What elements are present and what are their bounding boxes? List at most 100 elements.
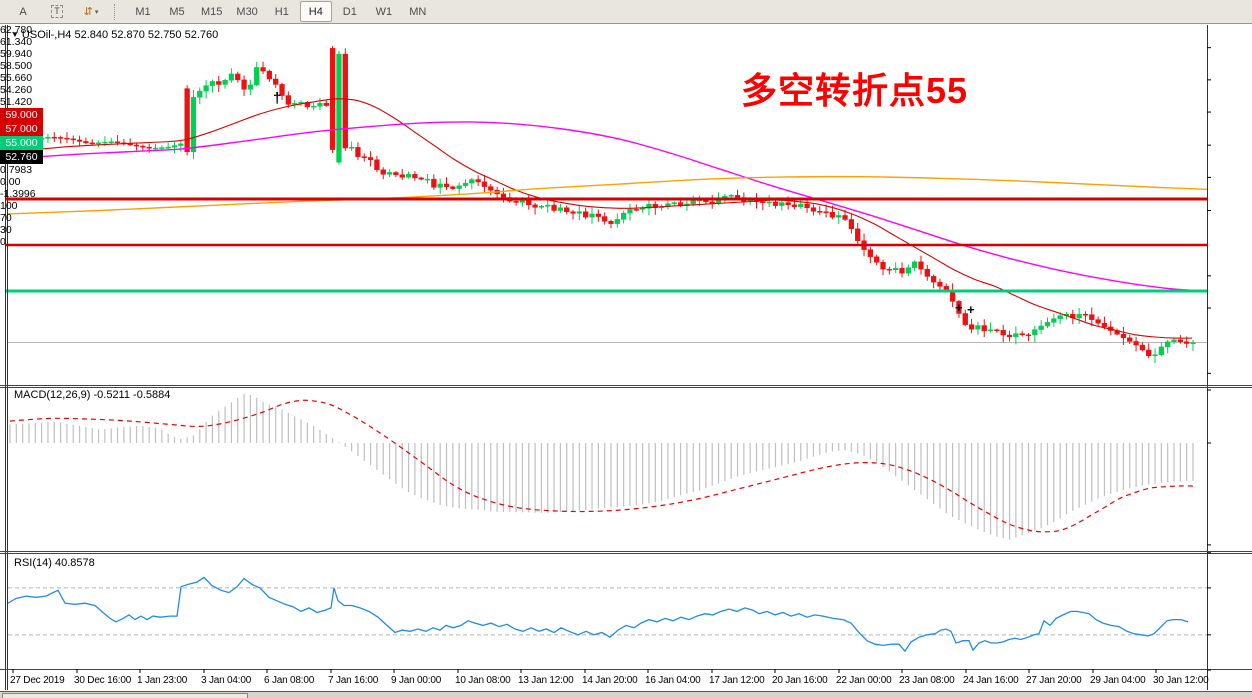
candle-up	[905, 267, 911, 274]
timeframe-m30-button[interactable]: M30	[236, 5, 258, 18]
timeframe-d1-button[interactable]: D1	[342, 5, 357, 18]
candle-down	[241, 79, 247, 90]
arrow-marker[interactable]: †	[273, 90, 282, 107]
date-label: 16 Jan 04:00	[645, 675, 701, 686]
candle-up	[209, 81, 216, 86]
candle-up	[671, 202, 677, 204]
candle-up	[1152, 354, 1158, 357]
indicator-style-button[interactable]: ⇵ ▾	[75, 1, 107, 22]
timeframe-m15-button[interactable]: M15	[201, 5, 223, 18]
candle-down	[772, 201, 779, 206]
candle-down	[1025, 334, 1032, 337]
candle-up	[424, 178, 431, 181]
candle-up	[690, 200, 696, 205]
arrow-marker[interactable]: +	[967, 302, 975, 317]
candle-up	[45, 137, 51, 139]
candle-down	[956, 301, 962, 314]
candle-down	[1006, 334, 1013, 338]
symbol-dropdown-icon[interactable]: ▼	[11, 30, 19, 39]
candle-down	[89, 142, 95, 145]
candle-up	[437, 183, 443, 188]
candle-up	[1051, 318, 1057, 323]
candle-down	[393, 172, 399, 176]
date-label: 29 Jan 04:00	[1090, 675, 1146, 686]
candle-up	[228, 73, 235, 81]
candle-down	[323, 102, 329, 106]
timeframe-m1-button[interactable]: M1	[135, 5, 151, 18]
candle-up	[1076, 313, 1082, 319]
date-label: 24 Jan 16:00	[963, 675, 1019, 686]
candle-down	[810, 207, 817, 212]
symbol-label: USOil-,H4	[21, 29, 72, 41]
ma-fast-red[interactable]	[7, 98, 1193, 339]
date-label: 10 Jan 08:00	[455, 675, 511, 686]
candle-up	[462, 182, 469, 187]
candle-up	[469, 179, 475, 184]
date-label: 1 Jan 23:00	[137, 675, 188, 686]
candle-down	[488, 186, 494, 191]
timeframe-h1-button[interactable]: H1	[274, 5, 289, 18]
candle-down	[1101, 323, 1108, 328]
candle-down	[367, 157, 374, 161]
rsi-current-value: 40.8578	[54, 557, 95, 569]
candle-up	[317, 102, 323, 107]
candle-down	[817, 211, 823, 213]
candle-down	[633, 209, 639, 211]
candle-down	[880, 262, 886, 270]
candle-down	[1120, 333, 1127, 339]
candle-up	[589, 213, 595, 218]
candle-up	[538, 205, 545, 208]
cursor-tool-button[interactable]: A	[19, 5, 27, 18]
candle-down	[760, 201, 766, 204]
macd-tick-label: -1.3996	[0, 188, 36, 200]
timeframe-w1-button[interactable]: W1	[375, 5, 393, 18]
annotation-text[interactable]: 多空转折点55	[741, 70, 969, 111]
timeframe-m5-button[interactable]: M5	[169, 5, 185, 18]
candle-down	[570, 211, 576, 214]
candle-up	[557, 207, 564, 211]
candle-down	[962, 313, 968, 325]
rsi-name: RSI(14)	[14, 557, 52, 569]
candle-down	[1127, 337, 1133, 342]
candle-up	[405, 174, 412, 178]
candle-down	[532, 204, 538, 208]
candle-up	[614, 219, 620, 224]
candle-down	[184, 88, 190, 153]
candle-up	[911, 261, 918, 268]
chart-title[interactable]: ▼ USOil-,H4 52.840 52.870 52.750 52.760	[11, 29, 218, 41]
candle-up	[456, 185, 462, 189]
candle-down	[513, 200, 519, 203]
candle-down	[1177, 339, 1183, 342]
candle-down	[899, 268, 905, 274]
candle-up	[159, 147, 165, 149]
candle-up	[627, 209, 633, 214]
price-scale[interactable]: 65.58064.18062.78061.34059.94058.50055.6…	[0, 0, 43, 248]
ma-mid-magenta[interactable]	[7, 121, 1208, 292]
text-tool-button[interactable]: T	[41, 1, 73, 22]
candle-up	[254, 67, 260, 86]
candle-up	[1013, 333, 1019, 338]
candle-up	[1057, 315, 1063, 319]
date-label: 27 Jan 20:00	[1026, 675, 1082, 686]
timeframe-h4-button[interactable]: H4	[299, 1, 332, 22]
ma-slow-orange[interactable]	[7, 175, 1208, 215]
macd-tick-label: 0.7983	[0, 164, 33, 176]
date-label: 7 Jan 16:00	[328, 675, 379, 686]
candle-up	[1038, 325, 1044, 330]
chart-tab[interactable]	[2, 693, 248, 698]
candle-down	[1146, 349, 1152, 356]
candle-down	[1089, 314, 1095, 320]
candle-down	[443, 183, 450, 188]
macd-current-values: -0.5211 -0.5884	[93, 389, 171, 401]
candle-up	[152, 147, 159, 150]
candle-down	[855, 228, 861, 241]
candle-up	[336, 53, 342, 163]
price-tick-label: 54.260	[0, 84, 33, 96]
rsi-indicator-label: RSI(14) 40.8578	[14, 557, 95, 569]
candle-down	[57, 137, 64, 139]
arrow-marker[interactable]: +	[955, 300, 963, 315]
candle-up	[893, 268, 899, 270]
candle-up	[247, 84, 254, 90]
timeframe-mn-button[interactable]: MN	[409, 5, 427, 18]
